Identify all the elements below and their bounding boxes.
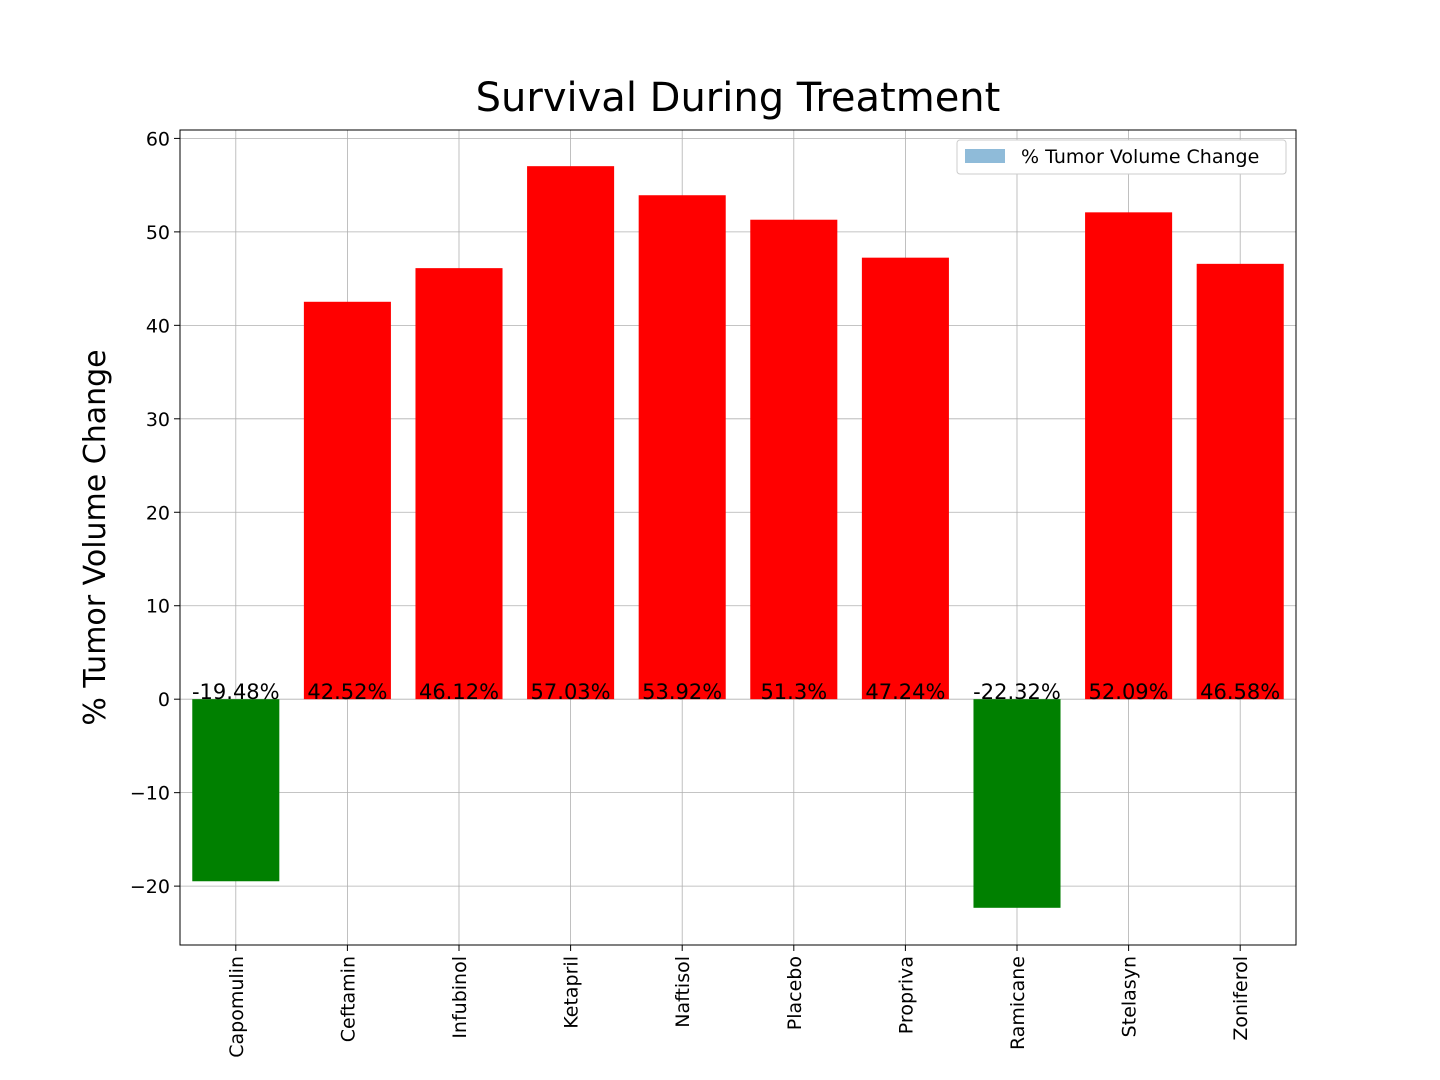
x-tick-label: Propriva — [895, 956, 917, 1034]
legend-box — [956, 139, 1287, 175]
bar-placebo — [750, 219, 838, 700]
data-label: 53.92% — [642, 680, 722, 704]
bar-ceftamin — [303, 301, 391, 700]
bar-naftisol — [638, 195, 726, 700]
y-tick-label: 30 — [146, 409, 170, 431]
x-tick-label: Placebo — [784, 956, 806, 1030]
data-label: 52.09% — [1089, 680, 1169, 704]
y-tick-label: 20 — [146, 502, 170, 524]
data-label: 57.03% — [531, 680, 611, 704]
x-tick-label: Infubinol — [449, 956, 471, 1039]
data-label: 51.3% — [760, 680, 827, 704]
legend-swatch — [965, 149, 1005, 163]
x-tick-label: Capomulin — [226, 956, 248, 1058]
legend: % Tumor Volume Change — [956, 139, 1287, 175]
y-axis-label: % Tumor Volume Change — [78, 349, 113, 725]
axis-layer: −20 −10 0 10 20 30 40 50 60 Capomulin Ceftamin Infu… — [130, 128, 1252, 1057]
y-tick-label: −20 — [130, 876, 170, 898]
data-labels-layer: -19.48% 42.52% 46.12% 57.03% 53.92% 51.3% 47.2… — [192, 680, 1280, 704]
data-label: 46.12% — [419, 680, 499, 704]
x-tick-label: Ceftamin — [337, 956, 359, 1042]
x-tick-label: Naftisol — [672, 956, 694, 1028]
bar-ketapril — [527, 166, 615, 700]
data-label: 47.24% — [865, 680, 945, 704]
x-tick-label: Zoniferol — [1230, 956, 1252, 1041]
y-tick-label: −10 — [130, 783, 170, 805]
bar-stelasyn — [1085, 212, 1173, 700]
y-tick-label: 0 — [158, 689, 170, 711]
x-tick-label: Ramicane — [1007, 956, 1029, 1050]
bar-capomulin — [192, 699, 280, 882]
x-tick-label: Ketapril — [561, 956, 583, 1029]
bars-layer — [192, 166, 1284, 908]
bar-zoniferol — [1196, 263, 1284, 700]
data-label: -19.48% — [192, 680, 280, 704]
data-label: 46.58% — [1200, 680, 1280, 704]
bar-ramicane — [973, 699, 1061, 908]
y-tick-label: 10 — [146, 596, 170, 618]
plot-frame — [179, 129, 1297, 946]
legend-label: % Tumor Volume Change — [1021, 146, 1259, 168]
y-tick-label: 50 — [146, 222, 170, 244]
x-tick-label: Stelasyn — [1119, 956, 1141, 1037]
data-label: 42.52% — [307, 680, 387, 704]
bar-infubinol — [415, 268, 503, 700]
y-tick-label: 40 — [146, 315, 170, 337]
data-label: -22.32% — [973, 680, 1061, 704]
chart-title: Survival During Treatment — [476, 75, 1001, 121]
bar-propriva — [861, 257, 949, 700]
y-tick-label: 60 — [146, 128, 170, 150]
